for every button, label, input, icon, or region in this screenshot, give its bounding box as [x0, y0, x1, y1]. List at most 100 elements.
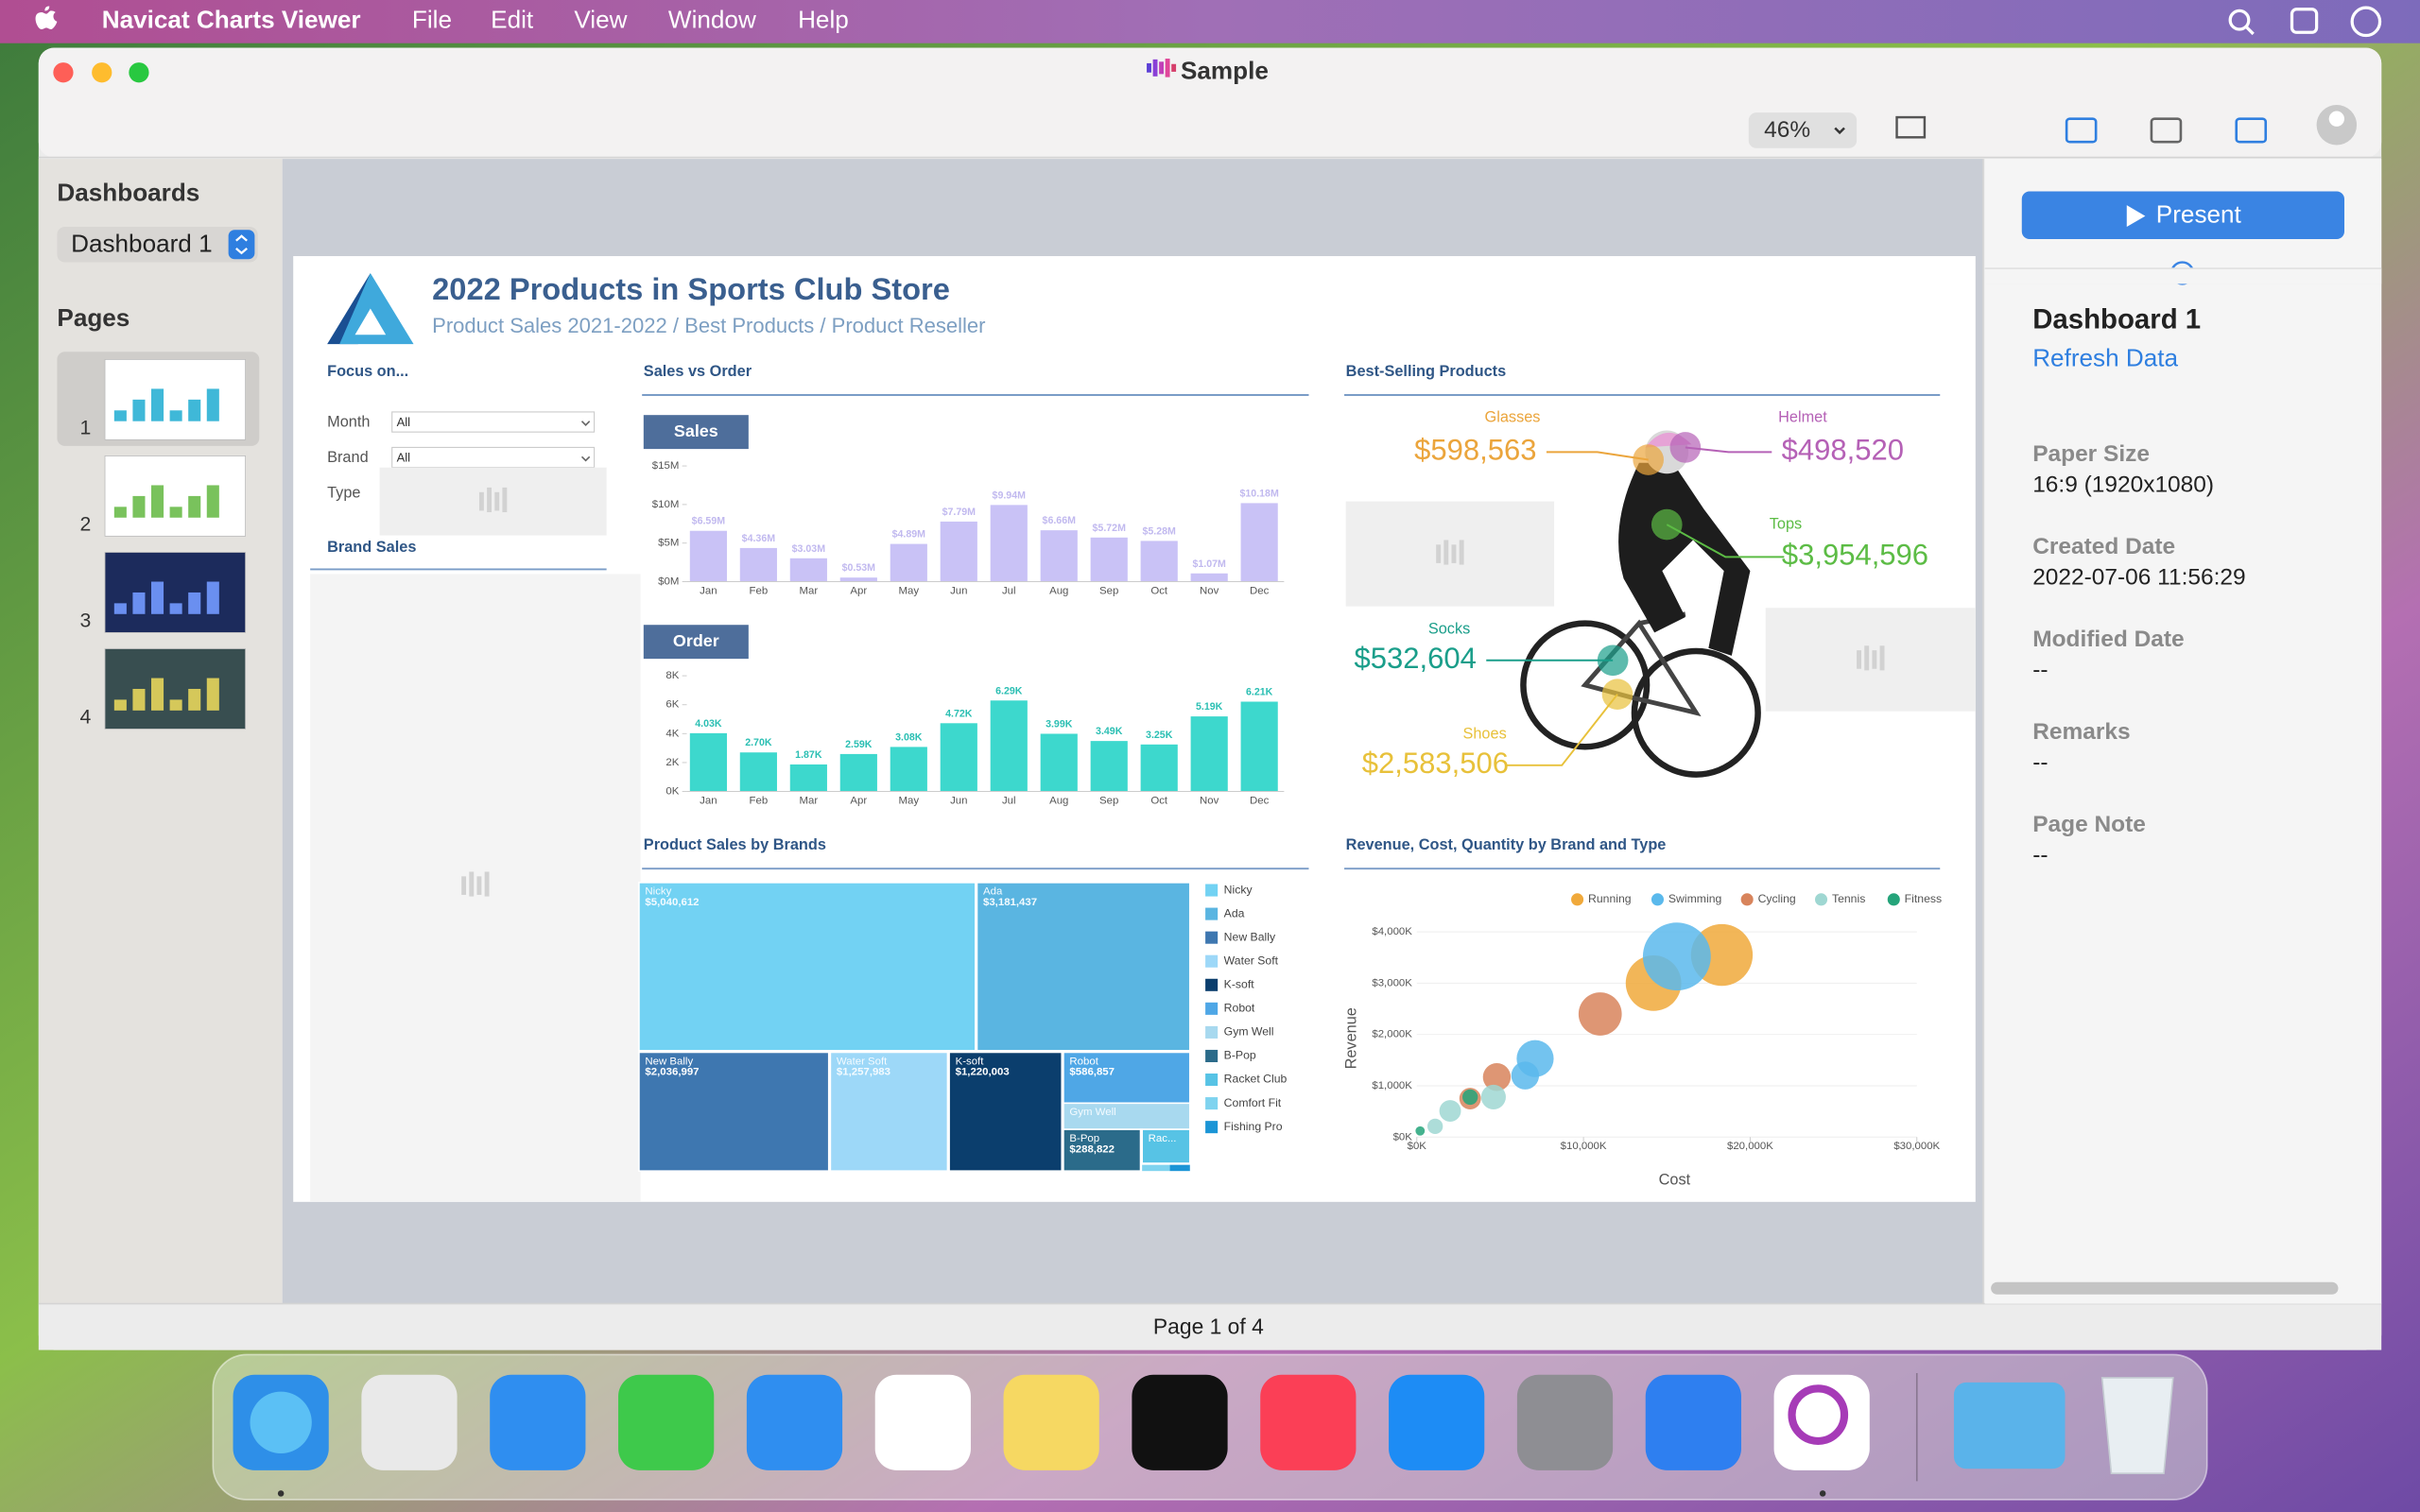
app-menu[interactable]: Navicat Charts Viewer: [102, 6, 361, 34]
bar: [1140, 744, 1178, 792]
field-value: --: [2032, 843, 2048, 868]
value-label: 3.49K: [1096, 726, 1123, 737]
trash-icon[interactable]: [2100, 1377, 2174, 1474]
page-number[interactable]: 3: [80, 610, 92, 632]
page-number[interactable]: 2: [80, 514, 92, 536]
dashboard-select[interactable]: Dashboard 1: [71, 229, 213, 257]
page-number[interactable]: 4: [80, 707, 92, 729]
bar: [839, 753, 877, 792]
axis-label: Cost: [1659, 1171, 1691, 1188]
thumbnail-bar: [188, 592, 201, 614]
logo-cut: [354, 308, 387, 335]
placeholder-icon: [1459, 540, 1464, 565]
thumbnail-bar: [113, 699, 127, 711]
dock-icon[interactable]: [1389, 1374, 1485, 1470]
filter-value[interactable]: All: [397, 415, 411, 429]
window-button[interactable]: [53, 62, 74, 83]
legend-swatch: [1205, 978, 1219, 991]
status-bar: [38, 1303, 2382, 1350]
refresh-link[interactable]: Refresh Data: [2032, 343, 2178, 371]
cell-label: Rac...: [1149, 1133, 1177, 1144]
value-label: $4.36M: [742, 533, 776, 544]
field-label: Remarks: [2032, 719, 2130, 745]
window-button[interactable]: [92, 62, 112, 83]
filter-value[interactable]: All: [397, 450, 411, 464]
legend-label: Fitness: [1905, 892, 1942, 905]
page-thumbnail[interactable]: [104, 455, 246, 537]
dock-icon[interactable]: [1645, 1374, 1741, 1470]
dock-icon[interactable]: [1260, 1374, 1357, 1470]
page-thumbnail[interactable]: [104, 359, 246, 440]
x-tick-label: $20,000K: [1727, 1141, 1773, 1152]
dock-icon[interactable]: [361, 1374, 458, 1470]
thumbnail-bar: [113, 507, 127, 518]
bar: [990, 505, 1028, 582]
placeholder-icon: [1436, 544, 1442, 563]
y-tick-label: $15M: [652, 460, 680, 472]
thumbnail-bar: [132, 495, 146, 518]
dock-icon[interactable]: [746, 1374, 843, 1470]
callout-dot: [1597, 644, 1629, 677]
page-thumbnail[interactable]: [104, 648, 246, 730]
menu-item[interactable]: Window: [668, 6, 756, 34]
dock-icon[interactable]: [1516, 1374, 1614, 1470]
dock-icon[interactable]: [1953, 1382, 2066, 1469]
callout-line: [1506, 694, 1618, 766]
axis-label: Revenue: [1343, 1007, 1360, 1069]
filter-field[interactable]: [391, 411, 596, 433]
legend-swatch: [1205, 1097, 1219, 1110]
page-thumbnail[interactable]: [104, 552, 246, 633]
window-button[interactable]: [129, 62, 149, 83]
cell-value: $1,257,983: [837, 1067, 890, 1078]
thumbnail-bar: [169, 507, 182, 518]
callout-dot: [1601, 679, 1634, 711]
value-label: $7.79M: [942, 507, 977, 518]
dock-icon[interactable]: [1003, 1374, 1099, 1470]
x-tick-label: Dec: [1250, 795, 1270, 806]
inspector-name: Dashboard 1: [2032, 303, 2201, 335]
present-label[interactable]: Present: [2156, 199, 2242, 228]
x-tick-label: Jun: [950, 795, 967, 806]
scrollbar: [1991, 1281, 2339, 1295]
bubble: [1439, 1100, 1461, 1123]
y-tick-label: 4K: [666, 728, 679, 739]
x-tick-label: Jun: [950, 585, 967, 596]
menu-item[interactable]: Help: [798, 6, 849, 34]
menu-item[interactable]: View: [574, 6, 627, 34]
title-icon-bar: [1165, 59, 1170, 77]
placeholder-icon: [502, 487, 508, 513]
y-tick-label: 6K: [666, 699, 679, 711]
dock-icon[interactable]: [618, 1374, 715, 1470]
dock-icon[interactable]: [1132, 1374, 1228, 1470]
thumbnail-bar: [169, 410, 182, 421]
bar: [1190, 573, 1228, 582]
zoom-popup: [1748, 112, 1858, 148]
menu-item[interactable]: Edit: [491, 6, 534, 34]
legend-swatch: [1205, 1025, 1219, 1039]
filter-field[interactable]: [391, 446, 596, 469]
account-head: [2328, 111, 2344, 127]
sidebar: [38, 159, 283, 1304]
value-label: 5.19K: [1196, 701, 1223, 713]
placeholder-icon: [1872, 650, 1877, 669]
x-tick-label: Feb: [750, 795, 769, 806]
placeholder-icon: [1443, 540, 1449, 565]
placeholder: [1345, 501, 1555, 607]
present-button[interactable]: [2021, 191, 2344, 240]
product-value: $598,563: [1414, 434, 1536, 467]
dock-icon[interactable]: [874, 1374, 971, 1470]
legend-label: Nicky: [1224, 883, 1253, 896]
dashboard-popup: [57, 227, 258, 263]
dashboard-title: 2022 Products in Sports Club Store: [432, 271, 950, 306]
thumbnail-bar: [151, 485, 164, 518]
treemap-cell: [1063, 1102, 1191, 1130]
dock-icon[interactable]: [490, 1374, 586, 1470]
page-number[interactable]: 1: [80, 417, 92, 438]
bike-wheel: [1520, 620, 1651, 750]
bubble: [1482, 1063, 1512, 1091]
zoom-value[interactable]: 46%: [1764, 117, 1810, 143]
bar: [1140, 541, 1178, 582]
value-label: 6.29K: [995, 685, 1023, 696]
menu-item[interactable]: File: [412, 6, 452, 34]
